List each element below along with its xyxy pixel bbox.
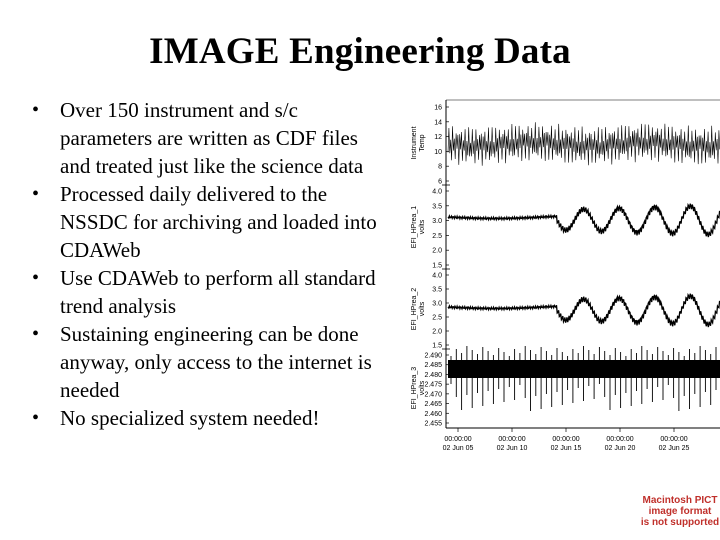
y-tick-label: 16: [434, 105, 442, 112]
y-tick-label: 2.0: [432, 248, 442, 255]
y-tick-label: 8: [438, 164, 442, 171]
y-tick-label: 14: [434, 119, 442, 126]
y-tick-label: 2.5: [432, 233, 442, 240]
bullet-item: Sustaining engineering can be done anywa…: [30, 320, 390, 404]
pict-unsupported-notice: Macintosh PICT image format is not suppo…: [632, 495, 720, 528]
y-tick-label: 2.490: [424, 353, 442, 360]
x-tick-date: 02 Jun 25: [659, 445, 690, 452]
x-tick-date: 02 Jun 10: [497, 445, 528, 452]
y-tick-label: 2.485: [424, 362, 442, 369]
x-tick-time: 00:00:00: [444, 436, 471, 443]
y-tick-label: 2.460: [424, 411, 442, 418]
panel-y-label: EFI_HPrea_2: [411, 288, 418, 331]
pict-notice-line: Macintosh PICT: [642, 495, 718, 506]
y-tick-label: 3.5: [432, 287, 442, 294]
panel-y-label: Temp: [419, 134, 426, 151]
pict-notice-line: image format: [648, 506, 712, 517]
y-tick-label: 2.455: [424, 421, 442, 428]
x-tick-date: 02 Jun 05: [443, 445, 474, 452]
y-tick-label: 4.0: [432, 189, 442, 196]
y-tick-label: 2.480: [424, 372, 442, 379]
y-tick-label: 2.0: [432, 329, 442, 336]
bullet-item: Over 150 instrument and s/c parameters a…: [30, 96, 390, 180]
bullet-item: Use CDAWeb to perform all standard trend…: [30, 264, 390, 320]
y-tick-label: 12: [434, 134, 442, 141]
bullet-list: Over 150 instrument and s/c parameters a…: [30, 96, 390, 432]
x-tick-time: 00:00:00: [498, 436, 525, 443]
pict-notice-line: is not supported: [640, 517, 720, 528]
y-tick-label: 3.5: [432, 203, 442, 210]
y-tick-label: 2.470: [424, 391, 442, 398]
panel-y-label: volts: [419, 219, 426, 234]
y-tick-label: 1.5: [432, 263, 442, 270]
panel-y-label: volts: [419, 301, 426, 316]
y-tick-label: 2.475: [424, 382, 442, 389]
trace-efi-hprea-2: [447, 292, 720, 328]
x-tick-date: 02 Jun 15: [551, 445, 582, 452]
y-tick-label: 4.0: [432, 273, 442, 280]
y-tick-label: 3.0: [432, 218, 442, 225]
bullet-item: No specialized system needed!: [30, 404, 390, 432]
panel-y-label: Instrument: [411, 126, 418, 159]
x-tick-time: 00:00:00: [552, 436, 579, 443]
panel-y-label: EFI_HPrea_3: [411, 367, 418, 410]
panel-y-label: volts: [419, 380, 426, 395]
slide-title: IMAGE Engineering Data: [149, 31, 571, 72]
y-tick-label: 2.5: [432, 315, 442, 322]
y-tick-label: 6: [438, 179, 442, 186]
x-tick-time: 00:00:00: [606, 436, 633, 443]
y-tick-label: 10: [434, 149, 442, 156]
bullet-item: Processed daily delivered to the NSSDC f…: [30, 180, 390, 264]
y-tick-label: 3.0: [432, 301, 442, 308]
engineering-timeseries-plot: 16 14 12 10 8 6 Instrument Temp 4.0 3.5 3.0 2.5 2.0 1…: [411, 99, 720, 452]
y-tick-label: 2.465: [424, 401, 442, 408]
x-tick-date: 02 Jun 20: [605, 445, 636, 452]
trace-efi-hprea-3-spikes: [450, 346, 717, 411]
trace-efi-hprea-1: [447, 202, 720, 238]
panel-y-label: EFI_HPrea_1: [411, 206, 418, 249]
trace-instrument-temp: [447, 122, 720, 166]
y-tick-label: 1.5: [432, 343, 442, 350]
x-tick-time: 00:00:00: [660, 436, 687, 443]
